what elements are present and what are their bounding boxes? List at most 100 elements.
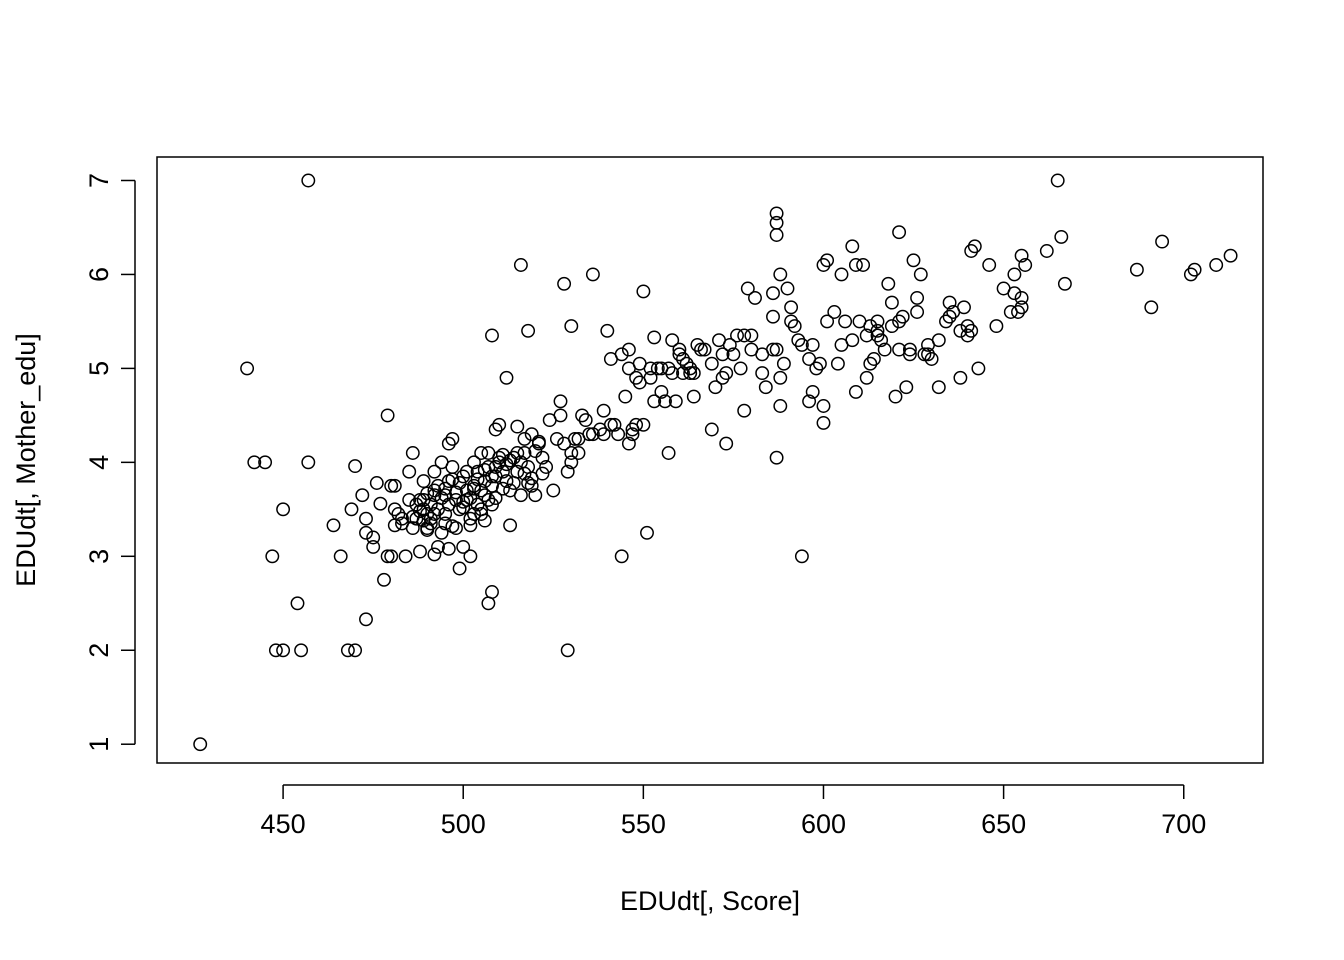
scatter-point xyxy=(539,460,554,474)
scatter-point xyxy=(445,460,460,474)
scatter-point xyxy=(326,518,341,533)
scatter-point xyxy=(661,361,676,376)
scatter-point xyxy=(524,478,539,493)
scatter-point xyxy=(535,466,550,481)
scatter-point xyxy=(802,394,817,409)
scatter-point xyxy=(600,323,615,338)
scatter-point xyxy=(1007,267,1022,282)
scatter-point xyxy=(503,453,518,468)
scatter-point xyxy=(827,305,842,319)
scatter-point xyxy=(513,488,528,503)
scatter-point xyxy=(899,380,914,395)
scatter-point xyxy=(1057,276,1072,291)
scatter-point xyxy=(456,469,471,484)
scatter-point xyxy=(884,295,899,310)
scatter-point xyxy=(722,337,737,352)
scatter-point xyxy=(791,333,806,348)
scatter-point xyxy=(737,328,752,343)
scatter-point xyxy=(492,417,507,432)
scatter-point xyxy=(395,511,409,526)
scatter-point xyxy=(812,356,827,371)
scatter-point xyxy=(766,342,780,357)
scatter-point xyxy=(866,352,881,366)
scatter-point xyxy=(495,481,510,496)
scatter-point xyxy=(730,328,744,343)
scatter-point xyxy=(485,469,499,484)
scatter-point xyxy=(1144,300,1159,315)
scatter-point xyxy=(348,459,363,474)
scatter-point xyxy=(877,342,892,357)
scatter-point xyxy=(740,281,755,296)
scatter-point xyxy=(1007,286,1022,301)
scatter-point xyxy=(892,314,907,329)
scatter-point xyxy=(658,394,672,409)
scatter-point xyxy=(258,455,273,470)
scatter-point xyxy=(585,267,600,282)
x-axis: 450 500 550 600 650 700 xyxy=(261,784,1206,839)
scatter-point xyxy=(856,258,871,272)
scatter-point xyxy=(377,572,391,587)
scatter-point xyxy=(611,427,626,442)
scatter-point xyxy=(640,525,654,540)
scatter-point xyxy=(690,337,705,352)
scatter-point xyxy=(1209,258,1224,272)
scatter-point xyxy=(467,455,481,470)
scatter-point xyxy=(719,366,734,381)
scatter-point xyxy=(629,370,644,385)
x-tick-label: 650 xyxy=(981,809,1026,839)
scatter-point xyxy=(960,328,975,343)
scatter-point xyxy=(445,472,460,487)
scatter-point xyxy=(474,446,489,460)
scatter-point xyxy=(1018,258,1033,272)
scatter-point xyxy=(989,319,1004,334)
scatter-point xyxy=(578,413,593,428)
scatter-point xyxy=(528,488,543,503)
y-axis-title: EDUdt[, Mother_edu] xyxy=(11,333,41,587)
scatter-point xyxy=(636,284,651,299)
scatter-point xyxy=(459,464,474,479)
x-tick-label: 700 xyxy=(1161,809,1206,839)
scatter-point xyxy=(564,319,579,334)
y-tick-label: 3 xyxy=(84,549,114,564)
scatter-point xyxy=(621,342,636,357)
scatter-point xyxy=(441,541,456,556)
scatter-point xyxy=(884,319,899,334)
scatter-point xyxy=(686,389,701,404)
scatter-point xyxy=(805,384,820,399)
scatter-point xyxy=(621,436,636,451)
scatter-point xyxy=(564,455,579,470)
scatter-point xyxy=(704,356,719,371)
scatter-point xyxy=(1054,229,1069,244)
scatter-point xyxy=(521,323,536,338)
scatter-point xyxy=(405,521,420,536)
scatter-point xyxy=(773,370,788,385)
scatter-point xyxy=(391,507,406,521)
scatter-point xyxy=(557,276,572,291)
scatter-point xyxy=(621,361,636,376)
scatter-point xyxy=(427,507,442,521)
scatter-point xyxy=(492,455,507,470)
scatter-point xyxy=(510,419,525,434)
scatter-point xyxy=(769,450,784,465)
scatter-point xyxy=(499,457,514,472)
scatter-point xyxy=(766,309,780,324)
scatter-point xyxy=(499,370,514,385)
scatter-point xyxy=(784,300,799,315)
scatter-point xyxy=(870,328,885,343)
scatter-point xyxy=(477,488,492,503)
scatter-point xyxy=(553,408,568,423)
scatter-point xyxy=(485,328,499,343)
scatter-point xyxy=(384,549,399,564)
scatter-point xyxy=(420,507,435,521)
scatter-point xyxy=(776,356,791,371)
scatter-point xyxy=(567,431,582,446)
scatter-point xyxy=(665,333,680,348)
scatter-point xyxy=(427,488,442,503)
scatter-point xyxy=(445,519,460,534)
scatter-point xyxy=(456,494,471,509)
scatter-point xyxy=(449,492,463,507)
scatter-point xyxy=(596,403,611,418)
scatter-point xyxy=(704,422,719,437)
scatter-point xyxy=(766,286,780,301)
